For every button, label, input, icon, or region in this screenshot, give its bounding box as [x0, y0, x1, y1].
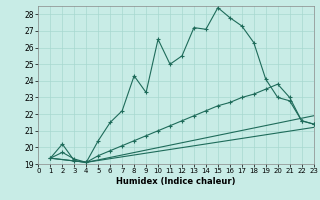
X-axis label: Humidex (Indice chaleur): Humidex (Indice chaleur): [116, 177, 236, 186]
